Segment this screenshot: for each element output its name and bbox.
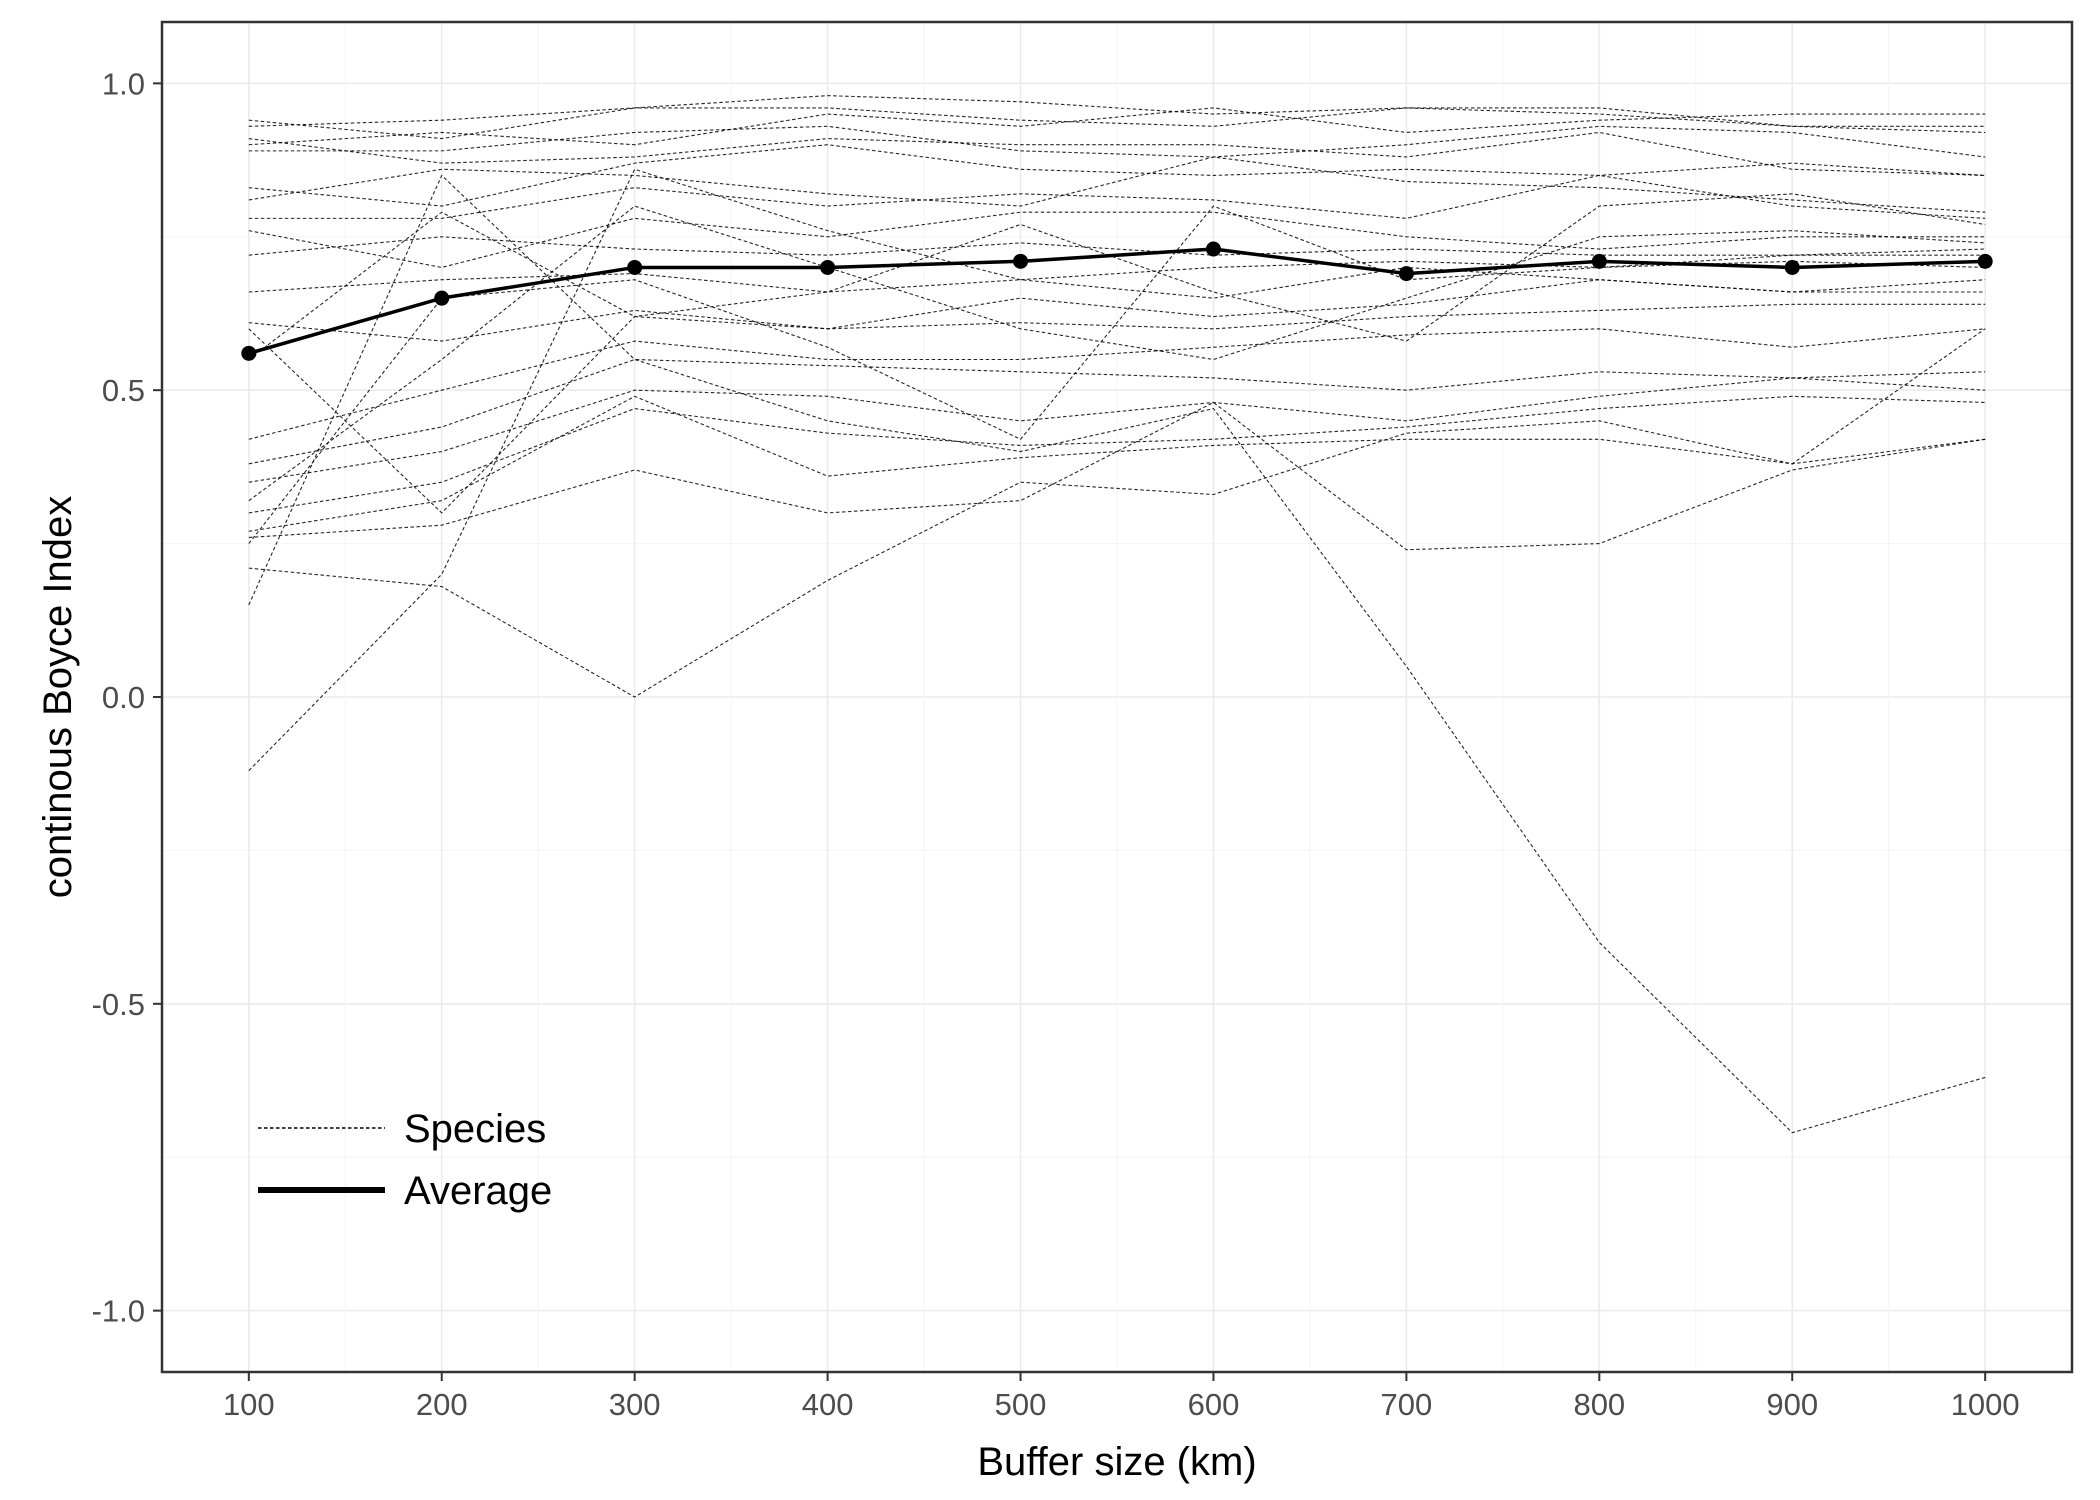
species-line bbox=[248, 156, 1986, 213]
x-tick-label: 500 bbox=[995, 1387, 1047, 1422]
legend: Species Average bbox=[258, 1107, 552, 1213]
species-line bbox=[248, 174, 1986, 219]
x-tick-label: 900 bbox=[1766, 1387, 1818, 1422]
species-line bbox=[248, 377, 1986, 483]
x-tick-label: 700 bbox=[1381, 1387, 1433, 1422]
x-axis-title: Buffer size (km) bbox=[977, 1440, 1256, 1484]
y-tick-label: 0.5 bbox=[102, 373, 145, 408]
y-tick-label: 0.0 bbox=[102, 680, 145, 715]
species-line bbox=[248, 95, 1986, 140]
y-tick-label: 1.0 bbox=[102, 66, 145, 101]
species-lines bbox=[248, 95, 1986, 1134]
species-line bbox=[248, 144, 1986, 207]
species-line bbox=[248, 395, 1986, 532]
average-point bbox=[241, 345, 257, 361]
species-line bbox=[248, 328, 1986, 698]
x-axis: 100 200 300 400 500 600 700 800 900 1000 bbox=[223, 1372, 2020, 1422]
species-line bbox=[248, 279, 1986, 342]
species-line bbox=[248, 395, 1986, 514]
species-line bbox=[248, 211, 1986, 360]
x-tick-label: 800 bbox=[1573, 1387, 1625, 1422]
y-axis-title: continous Boyce Index bbox=[36, 496, 80, 898]
species-line bbox=[248, 125, 1986, 158]
species-line bbox=[248, 358, 1986, 465]
legend-label: Species bbox=[404, 1107, 546, 1151]
species-line bbox=[248, 328, 1986, 440]
average-point bbox=[1205, 241, 1221, 257]
average-point bbox=[627, 259, 643, 275]
species-line bbox=[248, 193, 1986, 514]
average-point bbox=[1013, 253, 1029, 269]
x-tick-label: 100 bbox=[223, 1387, 275, 1422]
x-tick-label: 600 bbox=[1188, 1387, 1240, 1422]
average-series bbox=[241, 241, 1993, 361]
species-line bbox=[248, 131, 1986, 176]
average-line bbox=[248, 247, 1986, 356]
legend-label: Average bbox=[404, 1169, 552, 1213]
average-point bbox=[1591, 253, 1607, 269]
average-point bbox=[1398, 266, 1414, 282]
x-tick-label: 400 bbox=[802, 1387, 854, 1422]
average-point bbox=[820, 259, 836, 275]
species-line bbox=[248, 236, 1986, 256]
y-tick-label: -0.5 bbox=[92, 987, 145, 1022]
x-tick-label: 200 bbox=[416, 1387, 468, 1422]
species-line bbox=[248, 107, 1986, 146]
species-line bbox=[248, 168, 1986, 772]
y-tick-label: -1.0 bbox=[92, 1294, 145, 1329]
x-tick-label: 1000 bbox=[1951, 1387, 2020, 1422]
x-tick-label: 300 bbox=[609, 1387, 661, 1422]
average-point bbox=[1784, 259, 1800, 275]
species-line bbox=[248, 205, 1986, 544]
average-point bbox=[1977, 253, 1993, 269]
species-line bbox=[248, 174, 1986, 1134]
average-point bbox=[434, 290, 450, 306]
y-axis: -1.0 -0.5 0.0 0.5 1.0 bbox=[92, 66, 162, 1329]
